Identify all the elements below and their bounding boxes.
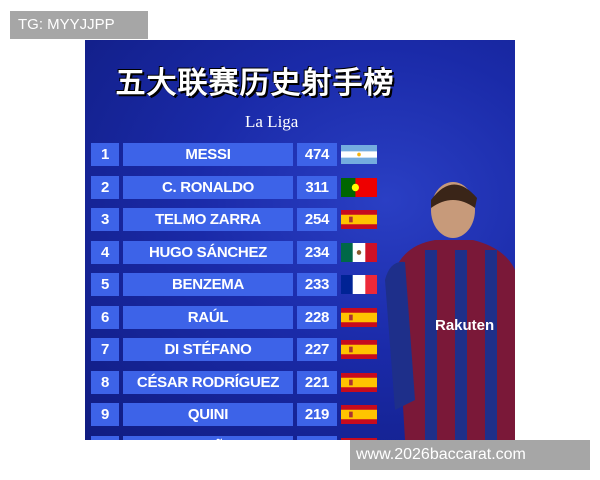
rank-cell: 2 [91,175,119,199]
goals-cell: 227 [297,338,337,361]
goals-cell: 228 [297,305,337,329]
rank-cell: 8 [91,370,119,394]
scorers-poster: 五大联赛历史射手榜 La Liga 1 MESSI 474 2 C. RONAL… [85,40,515,440]
table-row: 10 PAHIÑO 214 [91,435,381,440]
spain-flag-icon [341,372,377,392]
player-name-cell: QUINI [123,403,293,426]
rank-cell: 4 [91,240,119,264]
table-row: 2 C. RONALDO 311 [91,175,381,199]
watermark-top: TG: MYYJJPP [10,11,148,39]
watermark-bottom: www.2026baccarat.com [350,440,590,470]
rank-cell: 5 [91,273,119,296]
table-row: 7 DI STÉFANO 227 [91,338,381,361]
spain-flag-icon [341,210,377,229]
player-name-cell: RAÚL [123,305,293,329]
player-name-cell: TELMO ZARRA [123,208,293,231]
goals-cell: 234 [297,240,337,264]
player-name-cell: C. RONALDO [123,175,293,199]
rank-cell: 10 [91,435,119,440]
spain-flag-icon [341,307,377,327]
player-name-cell: DI STÉFANO [123,338,293,361]
rank-cell: 1 [91,143,119,166]
rank-cell: 6 [91,305,119,329]
goals-cell: 214 [297,435,337,440]
spain-flag-icon [341,405,377,424]
table-row: 1 MESSI 474 [91,143,381,166]
goals-cell: 221 [297,370,337,394]
goals-cell: 254 [297,208,337,231]
portugal-flag-icon [341,177,377,197]
goals-cell: 474 [297,143,337,166]
rank-cell: 9 [91,403,119,426]
spain-flag-icon [341,340,377,359]
table-row: 3 TELMO ZARRA 254 [91,208,381,231]
france-flag-icon [341,275,377,294]
player-image: Rakuten [385,182,515,440]
player-name-cell: CÉSAR RODRÍGUEZ [123,370,293,394]
table-row: 9 QUINI 219 [91,403,381,426]
table-row: 8 CÉSAR RODRÍGUEZ 221 [91,370,381,394]
league-label: La Liga [245,112,299,131]
goals-cell: 219 [297,403,337,426]
player-name-cell: PAHIÑO [123,435,293,440]
rank-cell: 3 [91,208,119,231]
table-row: 5 BENZEMA 233 [91,273,381,296]
spain-flag-icon [341,437,377,440]
goals-cell: 233 [297,273,337,296]
player-name-cell: MESSI [123,143,293,166]
table-row: 4 HUGO SÁNCHEZ 234 [91,240,381,264]
table-row: 6 RAÚL 228 [91,305,381,329]
rank-cell: 7 [91,338,119,361]
jersey-sponsor: Rakuten [435,317,494,334]
goals-cell: 311 [297,175,337,199]
mexico-flag-icon [341,242,377,262]
player-name-cell: BENZEMA [123,273,293,296]
poster-title: 五大联赛历史射手榜 [115,66,395,101]
argentina-flag-icon [341,145,377,164]
player-name-cell: HUGO SÁNCHEZ [123,240,293,264]
